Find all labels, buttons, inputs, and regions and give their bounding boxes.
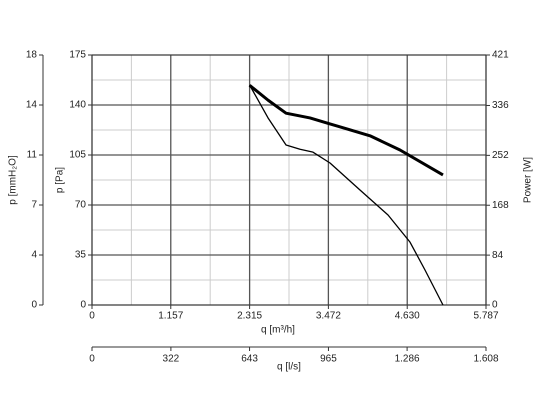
- curve: [248, 84, 444, 177]
- y2-tick-label: 336: [492, 100, 509, 111]
- y-tick-label: 70: [75, 200, 87, 211]
- y3-tick-label: 0: [31, 300, 37, 311]
- x2-tick-label: 643: [241, 354, 258, 365]
- y2-tick-label: 84: [492, 250, 504, 261]
- x-tick-label: 5.787: [473, 311, 498, 322]
- plot-frame: [91, 54, 487, 306]
- curve: [249, 84, 444, 306]
- y3-tick-label: 11: [27, 150, 38, 161]
- y2-axis-label: Power [W]: [523, 157, 534, 203]
- x-tick-label: 4.630: [395, 311, 420, 322]
- y3-tick-label: 7: [31, 200, 37, 211]
- y-tick-label: 35: [75, 250, 87, 261]
- x2-tick-label: 965: [320, 354, 337, 365]
- y2-tick-label: 421: [492, 50, 509, 61]
- x-tick-label: 0: [89, 311, 95, 322]
- x-axis-label: q [m³/h]: [261, 325, 295, 336]
- y-tick-label: 175: [69, 50, 86, 61]
- x2-axis-label: q [l/s]: [277, 362, 301, 373]
- y-tick-label: 140: [69, 100, 86, 111]
- y3-tick-label: 4: [31, 250, 37, 261]
- y2-tick-label: 168: [492, 200, 509, 211]
- y-tick-label: 0: [80, 300, 86, 311]
- x2-tick-label: 1.608: [473, 354, 498, 365]
- y3-axis-label: p [mmH₂O]: [8, 155, 19, 205]
- y2-tick-label: 0: [492, 300, 498, 311]
- y3-tick-label: 18: [26, 50, 38, 61]
- x2-tick-label: 1.286: [395, 354, 420, 365]
- x2-tick-label: 0: [89, 354, 95, 365]
- y-axis-label: p [Pa]: [55, 167, 66, 193]
- y-tick-label: 105: [69, 150, 86, 161]
- x-tick-label: 2.315: [237, 311, 262, 322]
- y2-tick-label: 252: [492, 150, 509, 161]
- x-tick-label: 3.472: [316, 311, 341, 322]
- x2-tick-label: 322: [163, 354, 180, 365]
- x-tick-label: 1.157: [158, 311, 183, 322]
- y3-tick-label: 14: [26, 100, 38, 111]
